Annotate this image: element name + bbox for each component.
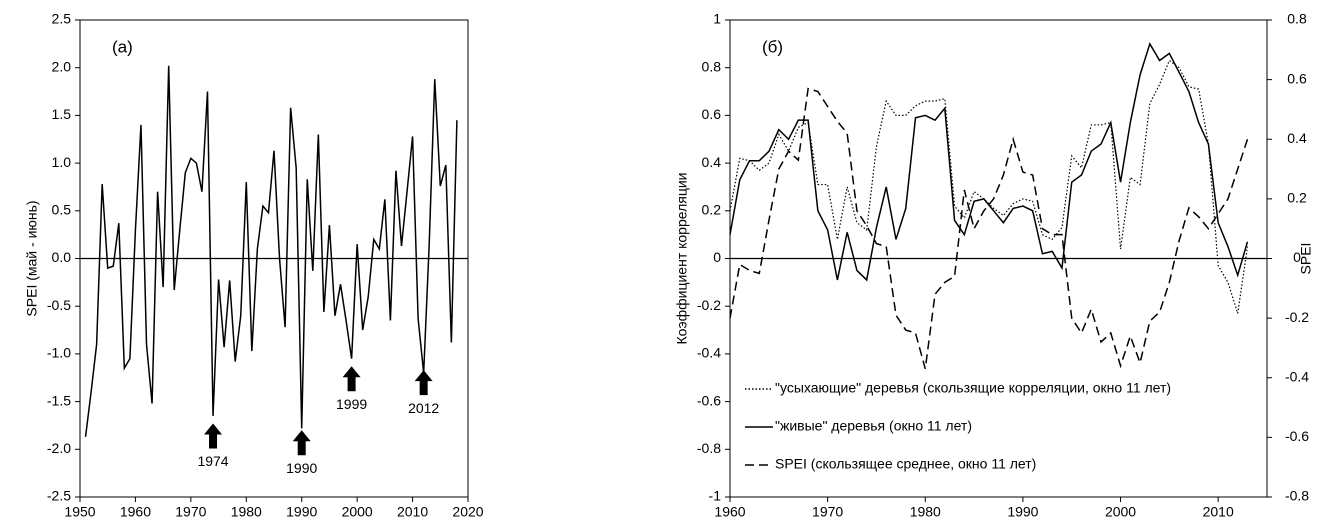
arrow-label: 2012 [408,400,439,416]
panel-label: (б) [762,37,783,56]
x-tick-label: 2010 [397,504,428,520]
legend-label: "усыхающие" деревья (скользящие корреляц… [775,380,1171,396]
arrow [342,366,361,392]
x-tick-label: 2000 [342,504,373,520]
x-tick-label: 2020 [452,504,483,520]
y2-tick-label: 0.6 [1287,70,1307,86]
x-tick-label: 1990 [1007,504,1038,520]
y-tick-label: 1.0 [52,154,72,170]
y-tick-label: -0.6 [697,392,721,408]
legend-label: SPEI (скользящее среднее, окно 11 лет) [775,456,1036,472]
y-tick-label: -2.0 [47,440,71,456]
arrow-label: 1999 [336,396,367,412]
y-tick-label: 0 [713,249,721,265]
data-line [729,42,1249,282]
x-tick-label: 1980 [231,504,262,520]
x-tick-label: 1970 [812,504,843,520]
x-tick-label: 1970 [175,504,206,520]
y-axis-label: SPEI (май - июнь) [24,200,40,316]
arrow-label: 1990 [286,460,317,476]
y2-axis-label: SPEI [1298,243,1314,275]
arrow [292,430,311,456]
y-tick-label: 0.5 [52,202,72,218]
y2-tick-label: 0.4 [1287,130,1307,146]
y-tick-label: 1.5 [52,106,72,122]
y-tick-label: -0.8 [697,440,721,456]
y2-tick-label: 0 [1293,249,1301,265]
x-tick-label: 2010 [1203,504,1234,520]
y2-tick-label: -0.4 [1285,368,1309,384]
arrow [414,370,433,396]
y2-tick-label: -0.8 [1285,488,1309,504]
y-tick-label: 0.4 [702,154,722,170]
panel-label: (a) [112,37,133,56]
x-tick-label: 1950 [64,504,95,520]
y-tick-label: -0.5 [47,297,71,313]
y-tick-label: -2.5 [47,488,71,504]
legend-label: "живые" деревья (окно 11 лет) [775,418,972,434]
y-tick-label: 0.2 [702,202,722,218]
y2-tick-label: 0.2 [1287,190,1307,206]
x-tick-label: 1980 [910,504,941,520]
arrow-label: 1974 [197,453,228,469]
x-tick-label: 1960 [120,504,151,520]
y-tick-label: 2.5 [52,11,72,27]
data-line [729,59,1249,314]
y-tick-label: -1.0 [47,345,71,361]
data-line [729,87,1249,370]
y-tick-label: -0.4 [697,345,721,361]
y-axis-label: Коэффициент корреляции [674,173,690,345]
data-line [84,65,458,437]
y-tick-label: 0.6 [702,106,722,122]
y-tick-label: 0.8 [702,58,722,74]
y-tick-label: 0.0 [52,249,72,265]
x-tick-label: 1960 [714,504,745,520]
x-tick-label: 2000 [1105,504,1136,520]
y-tick-label: 2.0 [52,58,72,74]
y-tick-label: -1.5 [47,392,71,408]
y2-tick-label: -0.6 [1285,428,1309,444]
x-tick-label: 1990 [286,504,317,520]
y2-tick-label: -0.2 [1285,309,1309,325]
y2-tick-label: 0.8 [1287,11,1307,27]
arrow [204,423,223,449]
y-tick-label: -0.2 [697,297,721,313]
y-tick-label: -1 [709,488,722,504]
y-tick-label: 1 [713,11,721,27]
